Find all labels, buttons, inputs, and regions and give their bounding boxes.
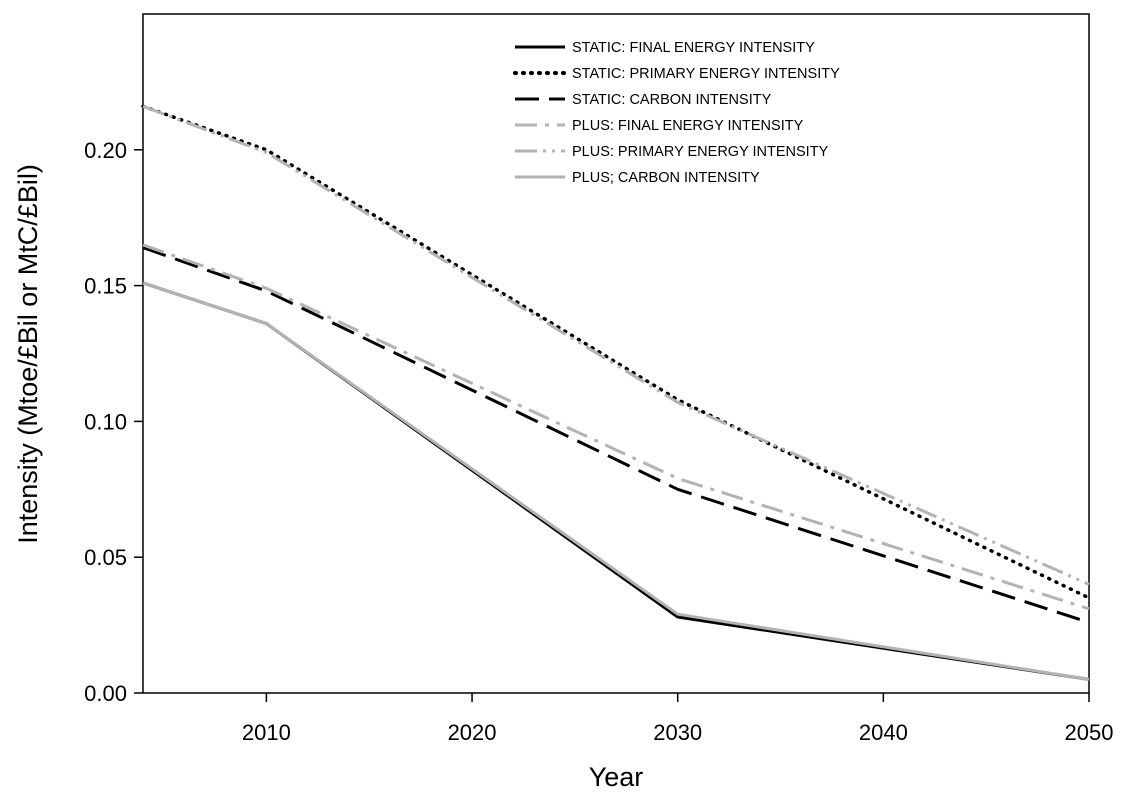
x-axis: 2010 2020 2030 2040 2050: [242, 693, 1114, 745]
plot-frame: [142, 13, 1090, 694]
series-line-6: [142, 281, 1090, 681]
y-tick-label: 0.00: [84, 681, 127, 706]
x-axis-title: Year: [589, 762, 644, 792]
x-tick-label: 2030: [653, 720, 702, 745]
legend: STATIC: FINAL ENERGY INTENSITY STATIC: PR…: [513, 40, 840, 186]
y-axis-title: Intensity (Mtoe/£Bil or MtC/£Bil): [13, 164, 43, 544]
x-tick-label: 2040: [859, 720, 908, 745]
x-tick-label: 2020: [448, 720, 497, 745]
legend-label-6: PLUS; CARBON INTENSITY: [572, 170, 760, 186]
series-line-4: [142, 243, 1090, 611]
y-tick-label: 0.05: [84, 545, 127, 570]
legend-label-1: STATIC: FINAL ENERGY INTENSITY: [572, 40, 815, 56]
y-tick-label: 0.20: [84, 138, 127, 163]
legend-label-2: STATIC: PRIMARY ENERGY INTENSITY: [572, 66, 840, 82]
legend-label-5: PLUS: PRIMARY ENERGY INTENSITY: [572, 144, 829, 160]
series-layer: [141, 104, 1091, 681]
y-tick-label: 0.10: [84, 409, 127, 434]
series-line-5: [142, 104, 1090, 586]
series-line-1: [142, 281, 1090, 681]
series-line-3: [142, 246, 1090, 624]
legend-label-4: PLUS: FINAL ENERGY INTENSITY: [572, 118, 804, 134]
y-axis: 0.00 0.05 0.10 0.15 0.20: [84, 138, 143, 706]
legend-label-3: STATIC: CARBON INTENSITY: [572, 92, 772, 108]
x-tick-label: 2050: [1065, 720, 1114, 745]
y-tick-label: 0.15: [84, 274, 127, 299]
x-tick-label: 2010: [242, 720, 291, 745]
